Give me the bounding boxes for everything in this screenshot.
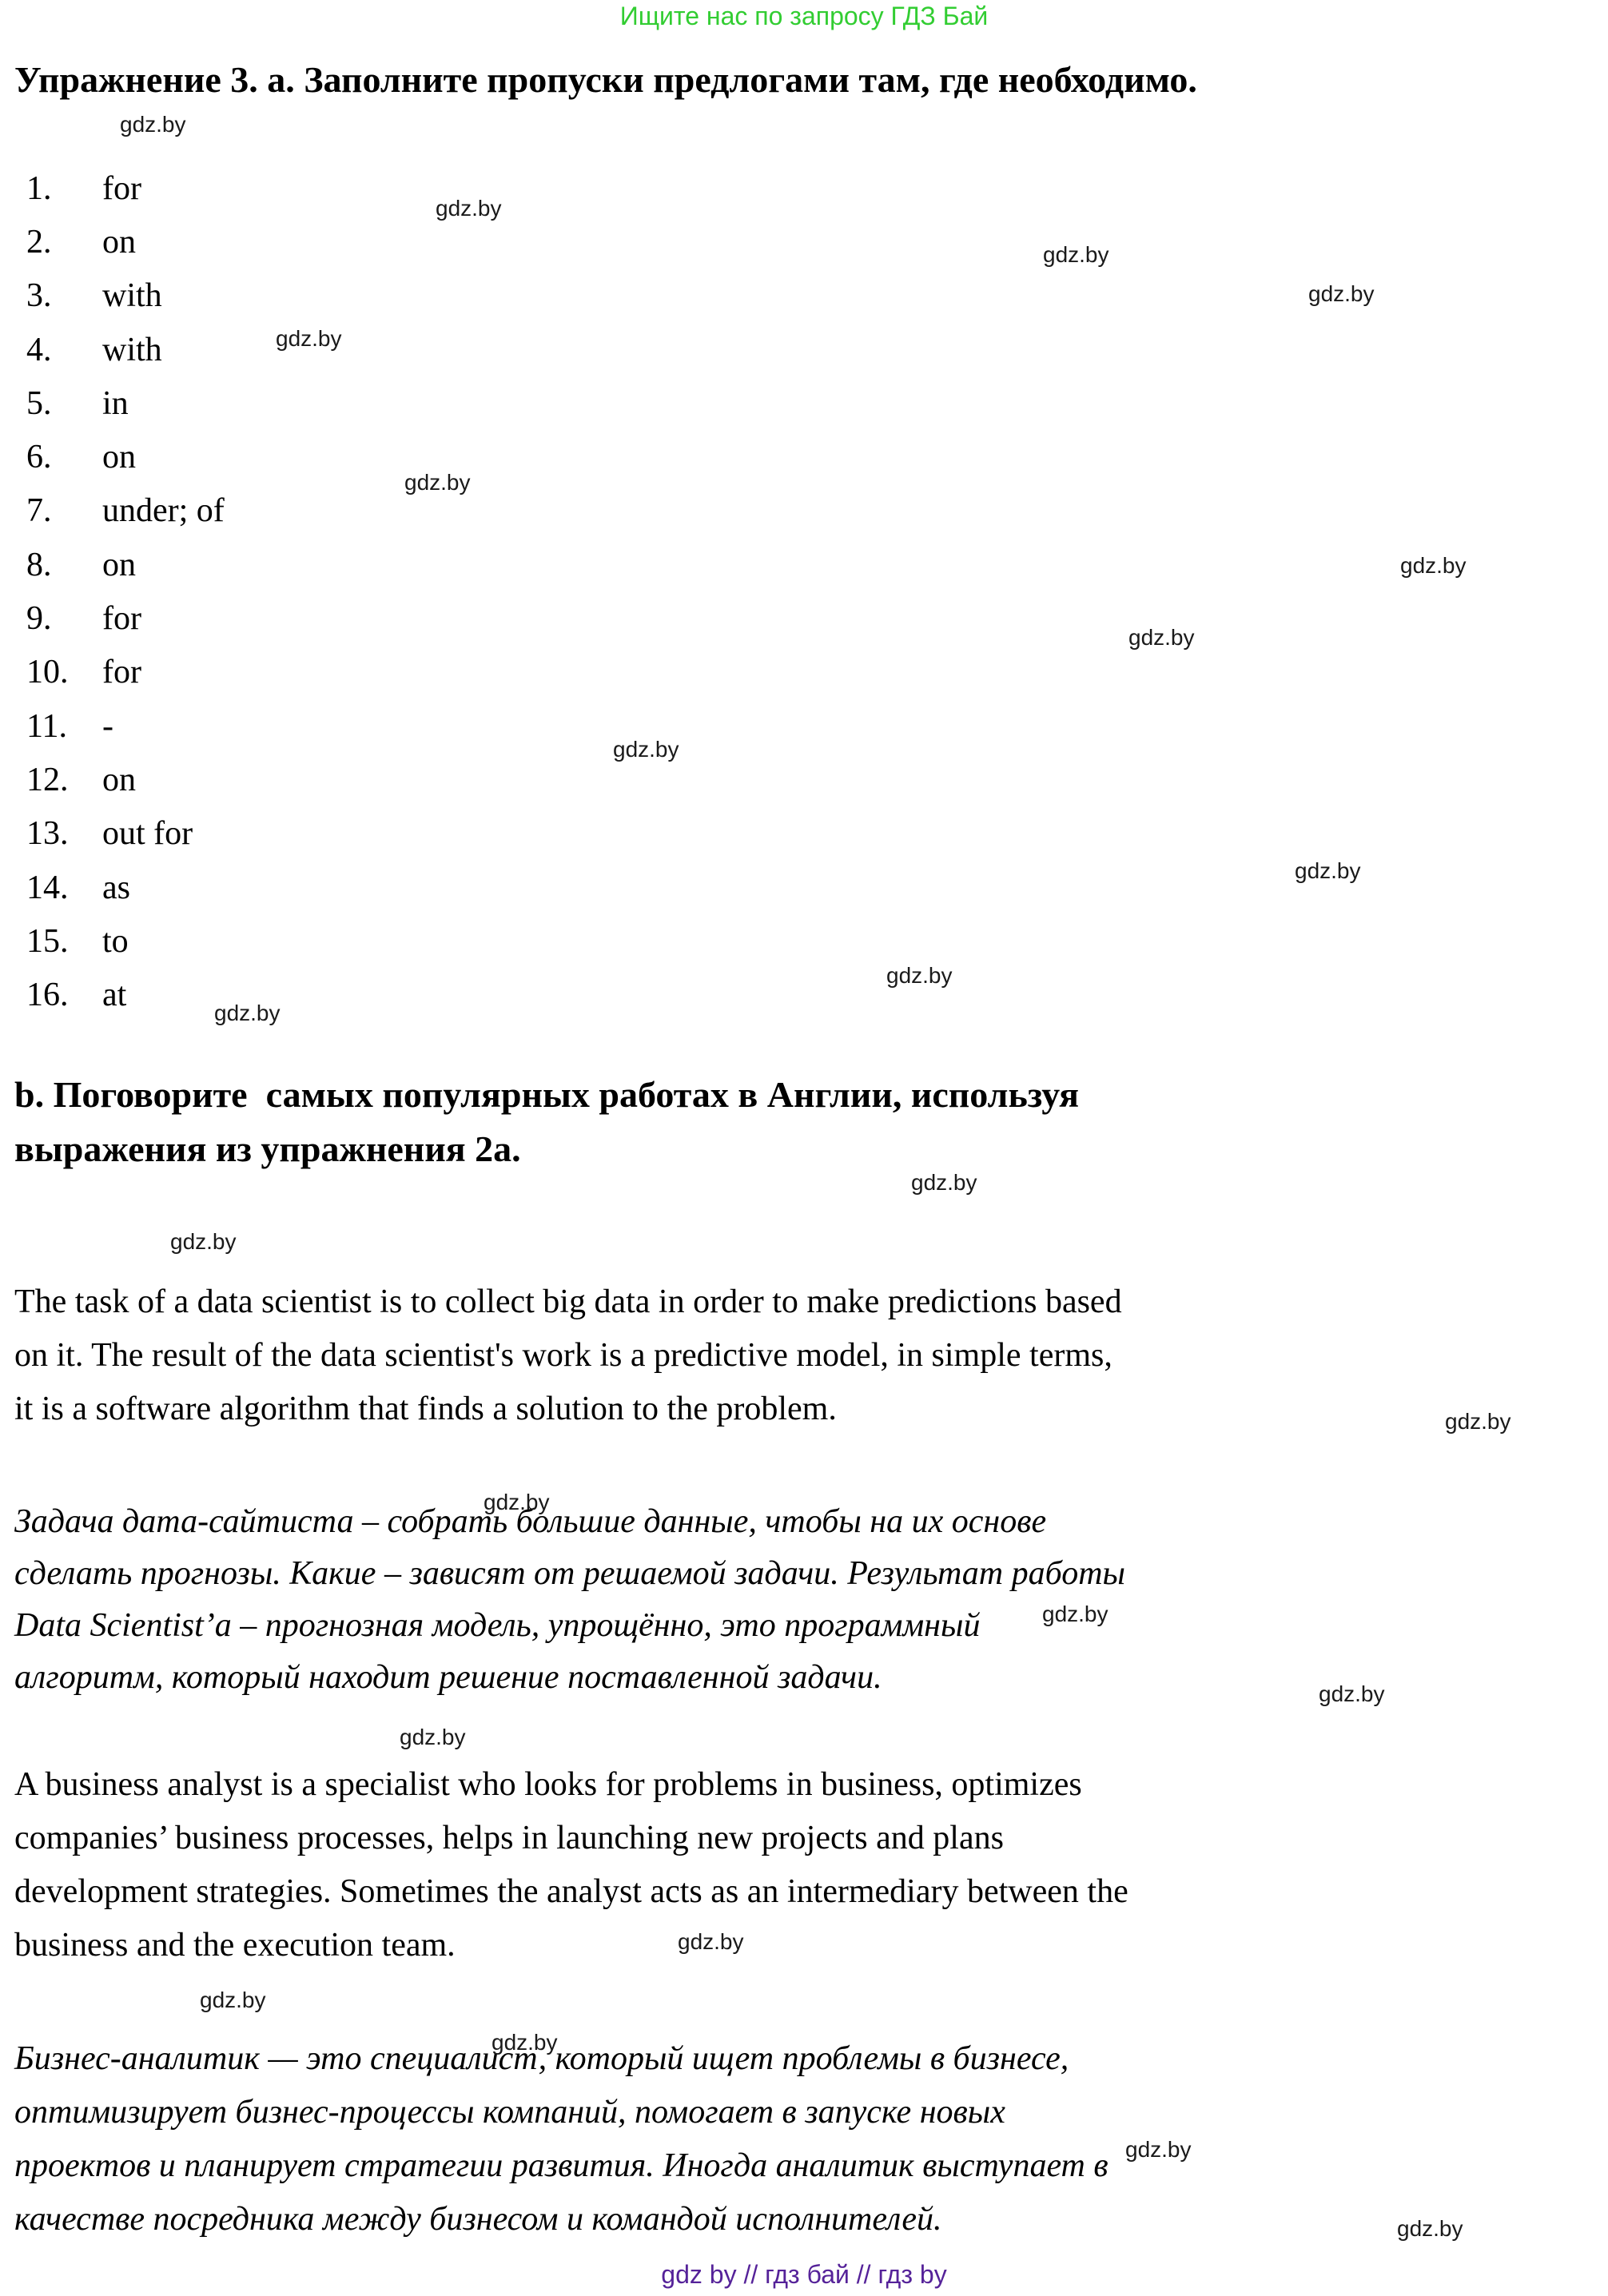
answer-row: 4. with <box>26 323 225 376</box>
data-scientist-paragraph-ru: Задача дата-сайтиста – собрать большие д… <box>14 1503 1125 1696</box>
answer-text: to <box>102 922 129 960</box>
answer-text: as <box>102 869 130 906</box>
gdz-watermark: gdz.by <box>1400 553 1467 578</box>
answer-row: 11. - <box>26 699 225 753</box>
gdz-watermark: gdz.by <box>613 737 679 762</box>
answer-text: on <box>102 761 136 798</box>
gdz-watermark: gdz.by <box>1397 2216 1463 2241</box>
answer-number: 16. <box>26 977 69 1014</box>
gdz-watermark: gdz.by <box>492 2030 558 2055</box>
gdz-watermark: gdz.by <box>1042 1602 1108 1626</box>
answer-text: - <box>102 707 113 745</box>
answer-row: 8. on <box>26 538 225 591</box>
gdz-watermark: gdz.by <box>404 470 471 495</box>
gdz-watermark: gdz.by <box>1043 242 1109 267</box>
gdz-watermark: gdz.by <box>1128 625 1195 650</box>
answer-number: 1. <box>26 169 52 207</box>
data-scientist-paragraph-en: The task of a data scientist is to colle… <box>14 1283 1122 1427</box>
answer-text: on <box>102 439 136 476</box>
answer-number: 5. <box>26 384 52 422</box>
gdz-watermark: gdz.by <box>276 326 342 351</box>
answer-row: 13. out for <box>26 807 225 861</box>
gdz-watermark: gdz.by <box>1319 1681 1385 1706</box>
gdz-watermark: gdz.by <box>1295 858 1361 883</box>
answer-text: under; of <box>102 492 225 530</box>
answer-number: 15. <box>26 922 69 960</box>
answer-text: for <box>102 600 141 638</box>
answer-row: 9. for <box>26 591 225 645</box>
answer-text: in <box>102 384 129 422</box>
answer-text: at <box>102 977 127 1014</box>
answer-number: 2. <box>26 223 52 261</box>
answer-number: 4. <box>26 331 52 368</box>
answer-text: for <box>102 169 141 207</box>
answer-number: 6. <box>26 439 52 476</box>
answer-text: on <box>102 223 136 261</box>
answer-row: 12. on <box>26 753 225 806</box>
answer-number: 11. <box>26 707 67 745</box>
gdz-watermark: gdz.by <box>886 963 953 988</box>
answer-text: out for <box>102 815 193 853</box>
gdz-watermark: gdz.by <box>120 112 186 137</box>
gdz-watermark: gdz.by <box>678 1929 744 1954</box>
gdz-watermark: gdz.by <box>1308 281 1375 306</box>
answer-row: 1. for <box>26 161 225 215</box>
answer-row: 7. under; of <box>26 484 225 538</box>
answer-number: 8. <box>26 546 52 583</box>
answer-number: 14. <box>26 869 69 906</box>
gdz-watermark: gdz.by <box>484 1490 550 1514</box>
gdz-watermark: gdz.by <box>200 1988 266 2012</box>
business-analyst-paragraph-ru: Бизнес-аналитик — это специалист, которы… <box>14 2040 1108 2238</box>
footer-search-terms: gdz by // гдз бай // гдз by <box>661 2260 947 2289</box>
exercise-3b-heading: b. Поговорите самых популярных работах в… <box>14 1074 1080 1169</box>
answer-number: 10. <box>26 654 69 691</box>
answer-row: 3. with <box>26 269 225 323</box>
gdz-watermark: gdz.by <box>214 1001 281 1025</box>
business-analyst-paragraph-en: A business analyst is a specialist who l… <box>14 1766 1128 1964</box>
exercise-3a-heading: Упражнение 3. a. Заполните пропуски пред… <box>14 59 1197 100</box>
answer-row: 2. on <box>26 215 225 269</box>
answer-row: 16. at <box>26 968 225 1021</box>
answer-text: on <box>102 546 136 583</box>
answers-list: 1. for 2. on 3. with 4. with 5. in 6. on 7. und… <box>26 161 225 1022</box>
answer-number: 12. <box>26 761 69 798</box>
gdz-watermark: gdz.by <box>1125 2137 1192 2162</box>
gdz-watermark: gdz.by <box>436 196 502 221</box>
gdz-watermark: gdz.by <box>170 1229 237 1254</box>
answer-row: 5. in <box>26 376 225 430</box>
gdz-watermark: gdz.by <box>1445 1409 1511 1434</box>
answer-row: 15. to <box>26 914 225 968</box>
answer-row: 6. on <box>26 430 225 483</box>
answer-number: 7. <box>26 492 52 530</box>
top-banner-text: Ищите нас по запросу ГДЗ Бай <box>619 2 989 30</box>
answer-row: 10. for <box>26 646 225 699</box>
answer-number: 13. <box>26 815 69 853</box>
gdz-watermark: gdz.by <box>911 1170 977 1195</box>
answer-number: 9. <box>26 600 52 638</box>
answer-number: 3. <box>26 277 52 315</box>
answer-text: with <box>102 331 162 368</box>
answer-row: 14. as <box>26 861 225 914</box>
answer-text: with <box>102 277 162 315</box>
gdz-watermark: gdz.by <box>400 1725 466 1749</box>
answer-text: for <box>102 654 141 691</box>
